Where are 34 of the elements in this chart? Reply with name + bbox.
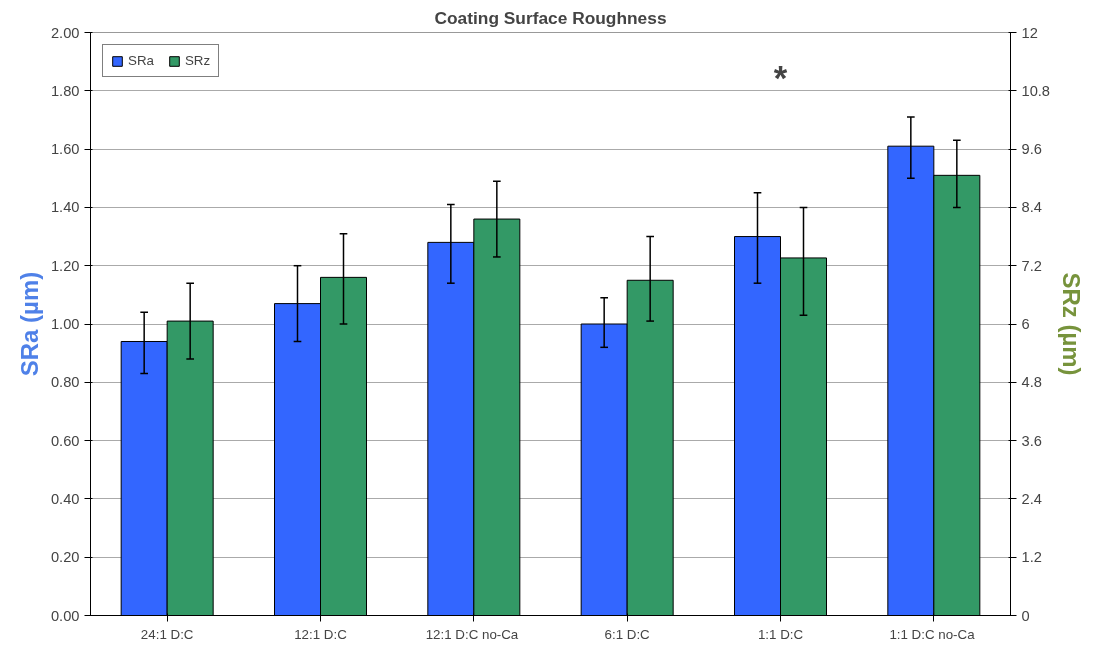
annotation: * — [773, 58, 788, 97]
y2-tick-label: 2.4 — [1021, 490, 1042, 507]
x-tick-label: 24:1 D:C — [140, 626, 194, 642]
y-tick-label: 2.00 — [50, 24, 80, 41]
y2-tick-label: 3.6 — [1021, 432, 1042, 449]
x-tick-label: 12:1 D:C — [294, 626, 348, 642]
y-tick-label: 1.40 — [50, 199, 80, 216]
x-tick-label: 6:1 D:C — [604, 626, 651, 642]
y-tick-label: 0.00 — [50, 607, 80, 624]
y-tick-label: 1.80 — [50, 82, 80, 99]
y-tick-label: 1.60 — [50, 141, 80, 158]
y2-tick-label: 12 — [1021, 24, 1038, 41]
y2-axis-title: SRz (µm) — [1058, 272, 1086, 376]
y-tick-label: 0.60 — [50, 432, 80, 449]
y-tick-label: 0.80 — [50, 374, 80, 391]
y-tick-label: 0.40 — [50, 490, 80, 507]
y2-tick-label: 1.2 — [1021, 549, 1042, 566]
y2-tick-label: 8.4 — [1021, 199, 1042, 216]
x-tick-label: 12:1 D:C no-Ca — [425, 626, 519, 642]
y-tick-label: 0.20 — [50, 549, 80, 566]
y2-tick-label: 6 — [1021, 316, 1030, 332]
legend-label: SRz — [184, 53, 211, 68]
chart-title: Coating Surface Roughness — [434, 7, 667, 28]
y2-tick-label: 9.6 — [1021, 141, 1042, 158]
x-tick-label: 1:1 D:C no-Ca — [889, 626, 976, 642]
y-axis-title: SRa (µm) — [15, 271, 43, 377]
x-tick-label: 1:1 D:C — [757, 626, 804, 642]
y-tick-label: 1.00 — [50, 316, 80, 332]
y2-tick-label: 10.8 — [1021, 82, 1051, 99]
y-tick-label: 1.20 — [50, 257, 80, 274]
y2-tick-label: 4.8 — [1021, 374, 1042, 391]
legend-label: SRa — [128, 53, 154, 68]
y2-tick-label: 7.2 — [1021, 257, 1042, 274]
y2-tick-label: 0 — [1021, 607, 1030, 624]
